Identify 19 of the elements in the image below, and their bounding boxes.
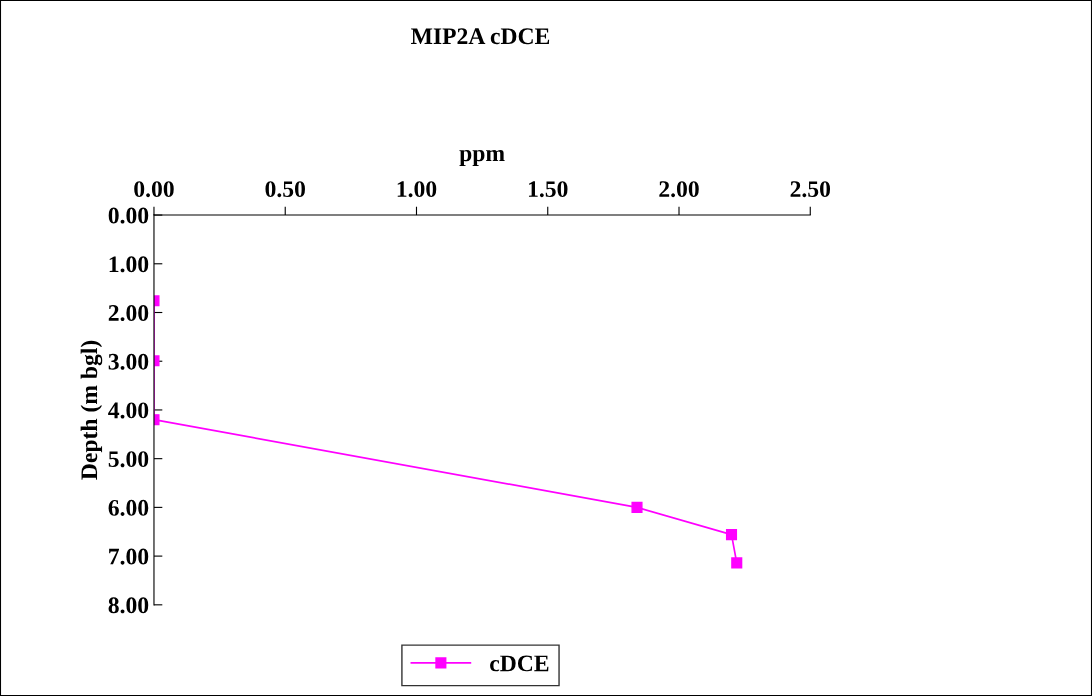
x-tick-label: 1.50 <box>528 181 568 198</box>
chart-title: MIP2A cDCE <box>411 28 550 45</box>
y-tick-label: 7.00 <box>109 548 149 565</box>
x-tick-label: 0.50 <box>265 181 305 198</box>
x-tick-label: 1.00 <box>397 181 437 198</box>
legend-label: cDCE <box>490 655 549 672</box>
y-axis-title: Depth (m bgl) <box>80 340 103 480</box>
x-axis-title: ppm <box>459 149 505 167</box>
y-tick-label: 2.00 <box>108 304 149 322</box>
y-tick-label: 6.00 <box>108 499 149 516</box>
x-tick-label: 0.00 <box>134 181 174 198</box>
y-tick-label: 4.00 <box>108 402 149 419</box>
y-tick-label: 3.00 <box>108 353 149 370</box>
y-tick-label: 0.00 <box>108 207 149 224</box>
x-tick-label: 2.00 <box>659 181 699 198</box>
y-tick-label: 1.00 <box>109 256 149 273</box>
y-tick-label: 8.00 <box>108 597 149 614</box>
y-tick-label: 5.00 <box>108 451 149 468</box>
x-tick-label: 2.50 <box>790 181 831 198</box>
